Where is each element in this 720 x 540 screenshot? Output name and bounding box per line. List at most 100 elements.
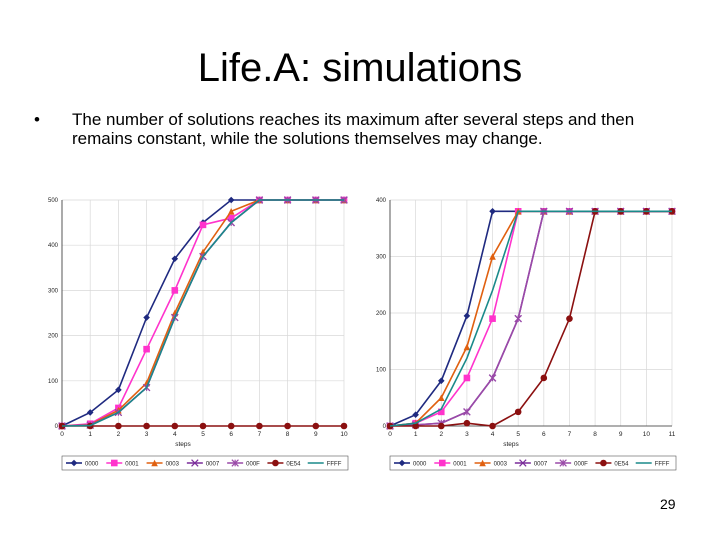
legend-item: 0000 xyxy=(394,459,427,468)
data-point xyxy=(463,343,471,351)
x-axis-label: steps xyxy=(503,441,519,448)
data-point xyxy=(199,221,207,229)
y-tick-label: 0 xyxy=(55,424,59,430)
x-tick-label: 7 xyxy=(568,431,572,438)
data-point xyxy=(227,422,235,430)
data-point xyxy=(412,411,419,418)
legend-label: 0000 xyxy=(413,462,427,468)
legend-marker xyxy=(191,459,199,467)
x-tick-label: 2 xyxy=(117,431,121,438)
data-point xyxy=(463,408,471,416)
x-tick-label: 5 xyxy=(516,431,520,438)
bullet-text: The number of solutions reaches its maxi… xyxy=(72,110,635,148)
data-point xyxy=(412,422,419,430)
y-tick-label: 500 xyxy=(48,198,59,204)
series-0E54 xyxy=(58,422,348,430)
legend-item: 0E54 xyxy=(267,459,301,468)
legend-marker xyxy=(110,459,118,467)
x-tick-label: 1 xyxy=(414,431,418,438)
legend-label: 000F xyxy=(574,462,588,468)
y-tick-label: 300 xyxy=(376,255,387,261)
x-tick-label: 3 xyxy=(145,431,149,438)
bullet-dot: • xyxy=(34,110,40,129)
legend-label: 000F xyxy=(246,462,260,468)
data-point xyxy=(489,208,496,215)
legend-marker xyxy=(70,459,78,467)
legend-label: 0007 xyxy=(534,462,548,468)
data-point xyxy=(668,208,676,215)
legend-marker xyxy=(398,459,406,467)
legend-marker xyxy=(438,459,446,467)
x-tick-label: 1 xyxy=(88,431,92,438)
data-point xyxy=(566,315,573,322)
x-tick-label: 0 xyxy=(60,431,64,438)
legend-item: 0001 xyxy=(434,459,467,468)
x-tick-label: 11 xyxy=(669,431,676,438)
x-tick-label: 6 xyxy=(542,431,546,438)
legend-item: FFFF xyxy=(307,462,342,468)
x-tick-label: 10 xyxy=(340,431,348,438)
data-point xyxy=(171,422,179,430)
legend-label: 0E54 xyxy=(286,462,301,468)
x-tick-label: 4 xyxy=(173,431,177,438)
y-tick-label: 400 xyxy=(376,198,387,204)
legend-marker xyxy=(600,459,607,467)
legend-label: FFFF xyxy=(655,462,670,468)
data-point xyxy=(514,408,522,416)
x-tick-label: 9 xyxy=(619,431,623,438)
data-point xyxy=(86,409,94,416)
chart-solutions-right: 0 1 2 3 4 5 6 7 8 9 10 11 0 100 200 300 400 steps 0000 0001… xyxy=(376,198,677,471)
x-axis: 0 1 2 3 4 5 6 7 8 9 10 11 xyxy=(388,200,676,438)
legend-item: 0003 xyxy=(146,459,180,468)
y-tick-label: 0 xyxy=(383,424,387,430)
legend-label: 0001 xyxy=(125,462,139,468)
x-tick-label: 7 xyxy=(258,431,262,438)
data-point xyxy=(227,208,235,215)
slide-title: Life.A: simulations xyxy=(197,46,523,90)
data-point xyxy=(143,422,150,430)
x-tick-label: 0 xyxy=(388,431,392,438)
data-point xyxy=(488,374,497,382)
series-line xyxy=(61,199,344,427)
legend: 0000 0001 0003 0007 000F 0E54 FFFF xyxy=(61,455,349,471)
data-point xyxy=(340,422,348,430)
y-tick-label: 100 xyxy=(48,379,59,385)
data-point xyxy=(463,419,471,427)
legend-marker xyxy=(151,459,158,467)
data-point xyxy=(171,255,179,263)
data-point xyxy=(143,345,150,353)
legend-item: 0003 xyxy=(474,459,508,468)
legend-item: FFFF xyxy=(635,462,670,468)
legend-item: 000F xyxy=(555,459,588,468)
data-point xyxy=(463,374,471,382)
y-tick-label: 200 xyxy=(376,311,387,317)
data-point xyxy=(115,422,122,430)
y-axis: 0 100 200 300 400 xyxy=(376,198,672,430)
legend-label: 0003 xyxy=(494,462,508,468)
data-point xyxy=(312,422,320,430)
y-tick-label: 400 xyxy=(48,243,59,249)
legend-box xyxy=(389,455,677,471)
data-point xyxy=(437,408,445,416)
x-tick-label: 2 xyxy=(439,431,443,438)
x-tick-label: 9 xyxy=(314,431,318,438)
legend-item: 000F xyxy=(227,459,260,468)
legend-marker xyxy=(231,459,239,467)
x-tick-label: 6 xyxy=(229,431,233,438)
data-point xyxy=(514,314,522,323)
data-point xyxy=(489,422,496,430)
legend-item: 0E54 xyxy=(595,459,629,468)
data-point xyxy=(437,422,445,430)
legend-label: 0001 xyxy=(453,462,467,468)
legend-label: 0E54 xyxy=(614,462,629,468)
x-axis-label: steps xyxy=(175,441,191,448)
series-FFFF xyxy=(61,199,344,427)
series-line xyxy=(389,210,672,427)
legend-label: 0003 xyxy=(166,462,180,468)
legend-item: 0000 xyxy=(66,459,99,468)
data-point xyxy=(489,315,496,322)
x-tick-label: 3 xyxy=(465,431,469,438)
legend-label: 0000 xyxy=(85,462,99,468)
data-point xyxy=(437,377,445,385)
